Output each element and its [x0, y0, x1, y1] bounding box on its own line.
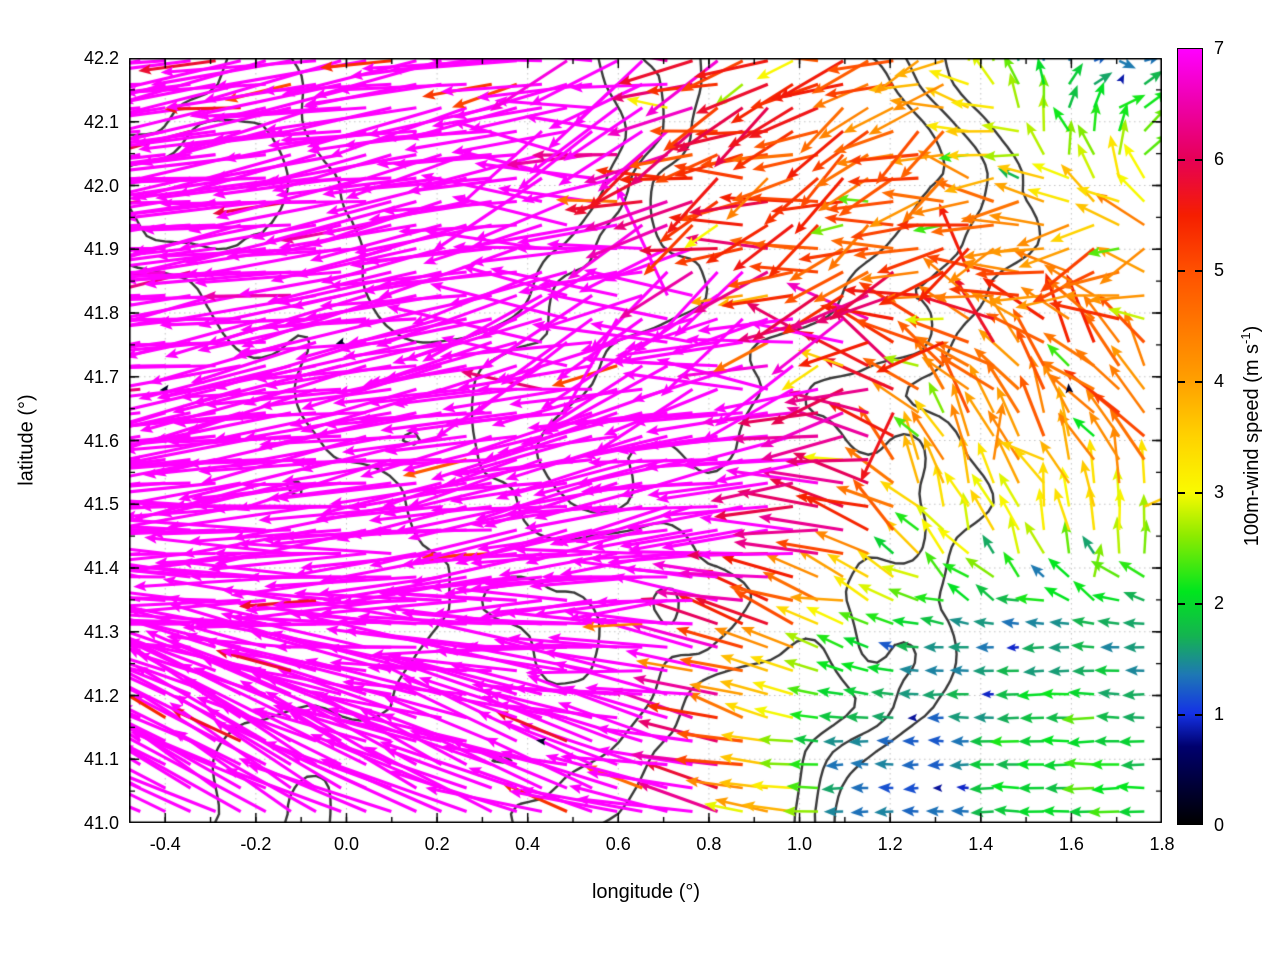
colorbar-tick-mark: [1178, 159, 1185, 161]
x-tick-label: 1.6: [1058, 834, 1084, 854]
y-tick-label: 41.4: [83, 558, 119, 578]
colorbar-tick-mark: [1178, 381, 1185, 383]
colorbar-tick-label: 5: [1214, 260, 1225, 280]
colorbar-title: 100m-wind speed (m s-1): [1238, 326, 1264, 547]
y-tick-label: 42.1: [83, 111, 119, 132]
y-tick-label: 41.1: [83, 749, 119, 770]
x-tick-label: 0.0: [333, 834, 359, 854]
y-tick-label: 42.2: [83, 48, 119, 68]
colorbar-title-close-paren: ): [1240, 325, 1263, 333]
y-tick-label: 41.2: [83, 685, 119, 706]
x-tick-label: -0.2: [240, 834, 272, 854]
y-tick-label: 42.0: [83, 175, 119, 196]
colorbar-tick-label: 6: [1214, 149, 1225, 169]
y-tick-label: 41.8: [83, 303, 119, 323]
colorbar-title-superscript: -1: [1238, 332, 1254, 344]
colorbar-tick-mark: [1178, 603, 1185, 605]
x-tick-label: 1.4: [968, 834, 994, 854]
colorbar-tick-label: 3: [1214, 482, 1225, 502]
x-axis-title: longitude (°): [591, 881, 701, 903]
colorbar-tick-label: 7: [1214, 38, 1225, 58]
x-tick-label: 1.8: [1149, 834, 1175, 854]
y-tick-label: 41.3: [83, 621, 119, 642]
x-tick-label: 0.6: [605, 834, 631, 854]
colorbar-tick-mark: [1178, 492, 1185, 494]
y-tick-label: 41.6: [83, 430, 119, 451]
colorbar-tick-label: 0: [1214, 815, 1225, 835]
y-tick-label: 41.7: [83, 366, 119, 387]
x-tick-label: 0.4: [515, 834, 541, 854]
x-tick-label: 0.8: [696, 834, 722, 854]
quiver-plot-canvas: [129, 58, 1162, 823]
y-tick-label: 41.5: [83, 494, 119, 515]
colorbar-tick-mark: [1195, 270, 1202, 272]
x-tick-label: 0.2: [424, 834, 450, 854]
y-tick-label: 41.0: [83, 813, 119, 833]
colorbar-tick-mark: [1195, 714, 1202, 716]
x-tick-label: 1.2: [877, 834, 903, 854]
colorbar-tick-mark: [1195, 159, 1202, 161]
colorbar-title-text: 100m-wind speed (m s: [1240, 343, 1263, 547]
colorbar-tick-label: 1: [1214, 704, 1225, 724]
colorbar-tick-mark: [1195, 492, 1202, 494]
y-tick-label: 41.9: [83, 239, 119, 260]
colorbar-gradient: [1177, 48, 1203, 825]
colorbar-tick-mark: [1178, 270, 1185, 272]
colorbar-tick-mark: [1195, 603, 1202, 605]
colorbar-tick-mark: [1178, 714, 1185, 716]
x-tick-label: 1.0: [787, 834, 813, 854]
y-axis-title: latitude (°): [15, 394, 38, 486]
colorbar-tick-label: 4: [1214, 371, 1225, 391]
colorbar-tick-mark: [1195, 381, 1202, 383]
colorbar-tick-label: 2: [1214, 593, 1225, 613]
x-tick-label: -0.4: [149, 834, 181, 854]
